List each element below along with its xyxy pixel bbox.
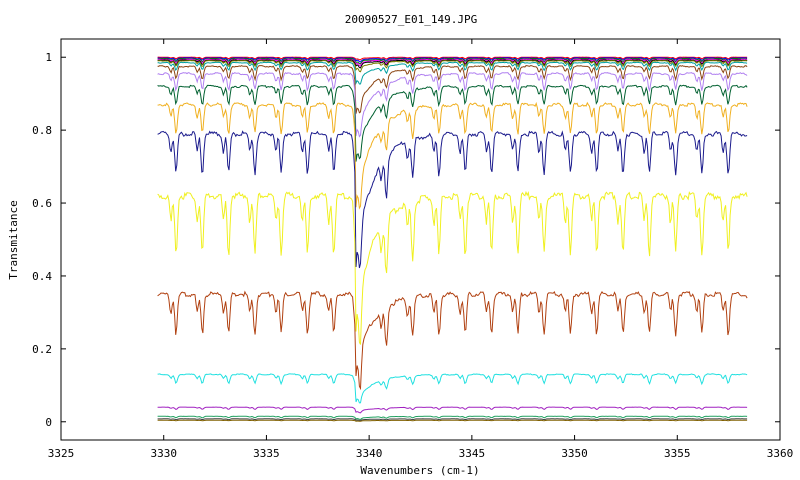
x-tick-label: 3345: [459, 447, 486, 460]
series-line-16: [157, 406, 748, 414]
series-line-11: [157, 101, 748, 210]
x-tick-label: 3355: [664, 447, 691, 460]
series-line-5: [157, 59, 748, 69]
x-axis: 3325 3330 3335 3340 3345 3350 3355 3360: [48, 39, 794, 460]
series-line-13: [157, 190, 748, 345]
x-tick-label: 3330: [150, 447, 177, 460]
series-line-7: [157, 61, 748, 85]
series-line-9: [157, 72, 748, 138]
x-tick-label: 3340: [356, 447, 383, 460]
x-tick-label: 3335: [253, 447, 280, 460]
series-line-14: [157, 290, 748, 391]
x-axis-label: Wavenumbers (cm-1): [360, 464, 479, 477]
chart-title: 20090527_E01_149.JPG: [345, 13, 477, 26]
series-layer: [157, 56, 748, 422]
series-line-3: [157, 57, 748, 65]
x-tick-label: 3350: [561, 447, 588, 460]
y-tick-label: 1: [45, 51, 52, 64]
y-tick-label: 0: [45, 416, 52, 429]
series-line-8: [157, 65, 748, 114]
series-line-19: [157, 419, 748, 422]
series-line-18: [157, 418, 748, 421]
y-tick-label: 0.4: [32, 270, 52, 283]
series-line-15: [157, 373, 748, 404]
y-tick-label: 0.6: [32, 197, 52, 210]
y-tick-label: 0.8: [32, 124, 52, 137]
x-tick-label: 3325: [48, 447, 75, 460]
y-axis: 0 0.2 0.4 0.6 0.8 1: [32, 51, 780, 429]
series-line-6: [157, 59, 748, 73]
x-tick-label: 3360: [767, 447, 794, 460]
series-line-1: [157, 56, 748, 61]
series-line-12: [157, 130, 748, 269]
y-axis-label: Transmitance: [7, 200, 20, 279]
series-line-10: [157, 84, 748, 162]
y-tick-label: 0.2: [32, 343, 52, 356]
series-line-17: [157, 415, 748, 420]
plot-frame: [60, 38, 781, 441]
